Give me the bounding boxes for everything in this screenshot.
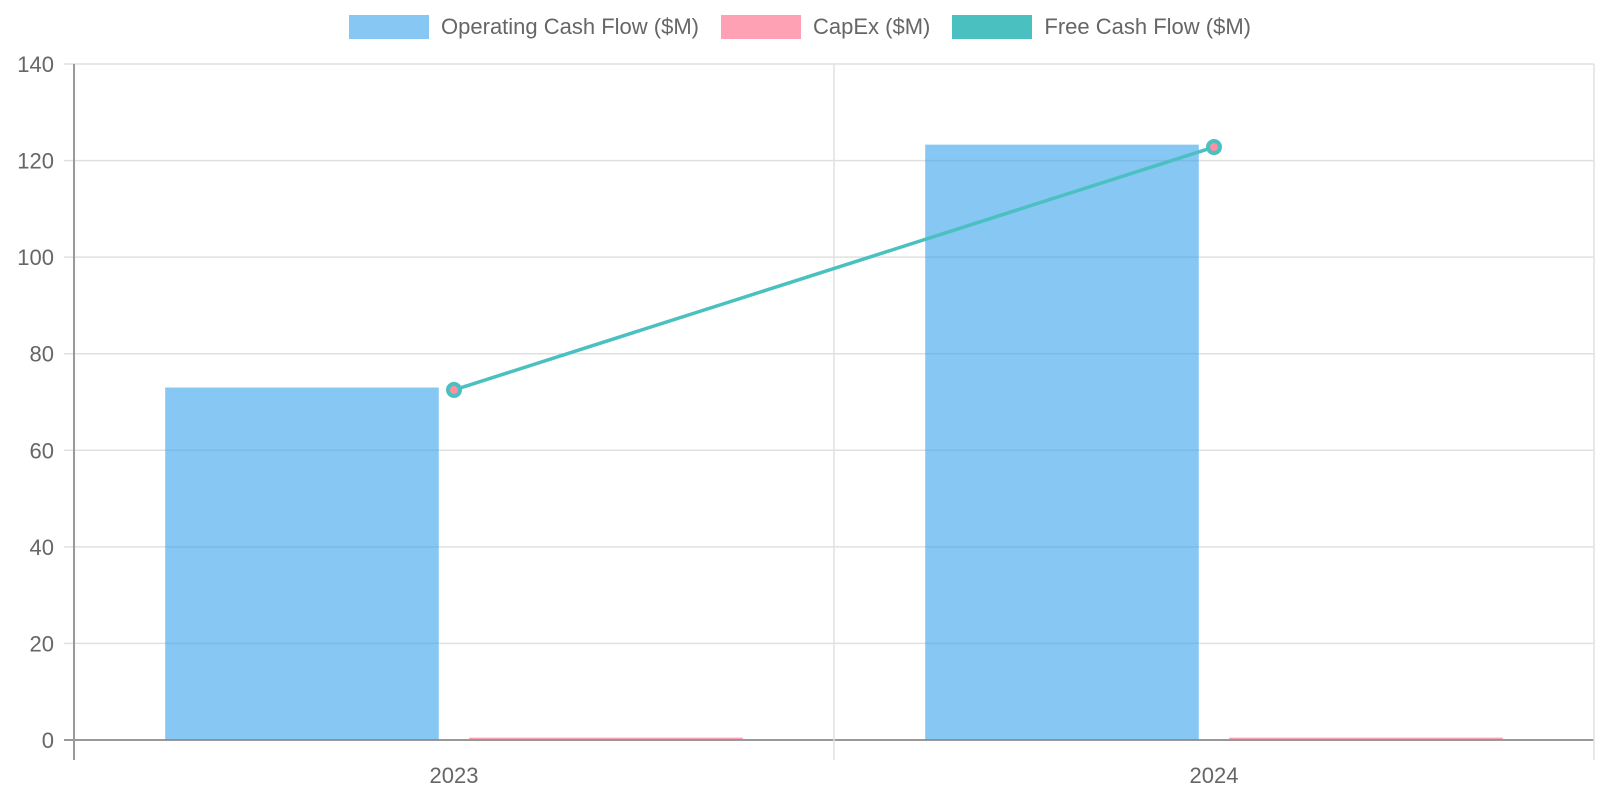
y-tick-label: 100	[17, 245, 54, 270]
legend-label-capex: CapEx ($M)	[813, 14, 931, 39]
legend-item-operating-cash-flow[interactable]: Operating Cash Flow ($M)	[349, 14, 699, 40]
line-layer	[446, 139, 1222, 398]
bar-capex-m-2024[interactable]	[1229, 737, 1503, 740]
point-free-cash-flow-2023[interactable]	[446, 381, 462, 398]
bar-operating-cash-flow-m-2023[interactable]	[165, 387, 439, 740]
legend-label-operating-cash-flow: Operating Cash Flow ($M)	[441, 14, 700, 39]
chart-legend: Operating Cash Flow ($M) CapEx ($M) Free…	[0, 14, 1600, 40]
legend-swatch-free-cash-flow	[952, 15, 1033, 39]
legend-item-capex[interactable]: CapEx ($M)	[721, 14, 930, 40]
y-tick-label: 60	[30, 438, 54, 463]
y-tick-label: 140	[17, 52, 54, 77]
legend-swatch-operating-cash-flow	[349, 15, 430, 39]
y-tick-label: 120	[17, 149, 54, 174]
bar-layer	[165, 144, 1503, 740]
x-tick-label: 2024	[1190, 763, 1239, 788]
y-tick-label: 40	[30, 535, 54, 560]
axis-layer: 0 20 40 60 80 100 120 140 2023 2024	[17, 52, 1238, 788]
y-tick-label: 0	[42, 728, 54, 753]
y-tick-label: 80	[30, 342, 54, 367]
legend-label-free-cash-flow: Free Cash Flow ($M)	[1044, 14, 1251, 39]
legend-swatch-capex	[721, 15, 802, 39]
bar-capex-m-2023[interactable]	[469, 737, 743, 740]
bar-operating-cash-flow-m-2024[interactable]	[925, 144, 1199, 740]
x-tick-label: 2023	[430, 763, 479, 788]
point-free-cash-flow-2024[interactable]	[1206, 139, 1222, 156]
line-free-cash-flow	[453, 145, 1215, 392]
legend-item-free-cash-flow[interactable]: Free Cash Flow ($M)	[952, 14, 1251, 40]
y-tick-label: 20	[30, 631, 54, 656]
